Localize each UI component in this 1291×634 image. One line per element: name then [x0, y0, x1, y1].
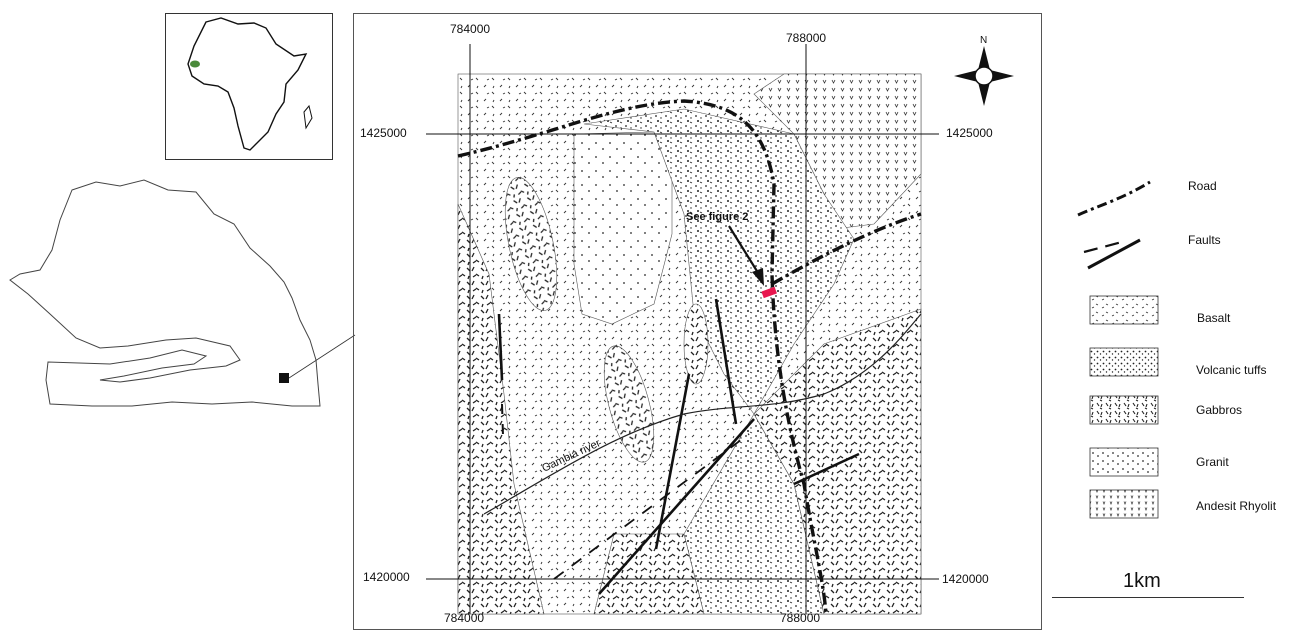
road-line	[457, 99, 828, 615]
senegal-outline	[9, 179, 356, 407]
legend-faults-symbol-dashed	[1083, 240, 1123, 254]
coord-y-right-2: 1420000	[942, 572, 989, 586]
coord-x-bottom-2: 788000	[780, 611, 821, 625]
fault-lines	[497, 298, 860, 595]
senegal-highlight-marker	[190, 60, 200, 68]
legend-gabbros-swatch	[1089, 395, 1159, 425]
legend-gabbros-label: Gabbros	[1196, 403, 1242, 417]
coord-y-left-1: 1425000	[360, 126, 407, 140]
legend-symbols: Road Faults Basalt Volcanic tuffs Gabbro…	[1077, 179, 1277, 519]
north-label: N	[980, 35, 987, 46]
gabbro-unit-left	[457, 203, 545, 615]
africa-inset	[165, 13, 333, 160]
geological-map-frame: See figure 2 Gambia river N	[353, 13, 1042, 630]
legend-andesit-rhyolit-swatch	[1089, 489, 1159, 519]
legend-faults-label: Faults	[1188, 233, 1221, 247]
study-area-marker	[279, 373, 289, 383]
coord-y-right-1: 1425000	[946, 126, 993, 140]
see-figure-arrow	[728, 225, 761, 277]
callout-line	[288, 334, 356, 379]
legend-basalt-label: Basalt	[1197, 311, 1231, 325]
gabbro-lens-2	[603, 345, 655, 463]
legend-road-label: Road	[1188, 179, 1217, 193]
gabbro-lens-3	[683, 303, 709, 385]
legend-road-symbol	[1077, 180, 1151, 217]
legend-granit-label: Granit	[1196, 455, 1229, 469]
coord-x-top-2: 788000	[786, 31, 827, 45]
coord-y-left-2: 1420000	[363, 570, 410, 584]
africa-outline	[187, 17, 313, 151]
road-branch	[771, 212, 922, 286]
legend-andesit-rhyolit-label: Andesit Rhyolit	[1196, 499, 1277, 513]
senegal-map	[0, 170, 360, 420]
gabbro-lens-1	[504, 177, 558, 311]
scale-label: 1km	[1123, 570, 1161, 592]
legend-volcanic-tuffs-label: Volcanic tuffs	[1196, 363, 1267, 377]
gambia-river	[483, 313, 922, 515]
coord-x-top-1: 784000	[450, 22, 491, 36]
geological-map: See figure 2 Gambia river N	[426, 35, 1014, 615]
legend-faults-symbol-solid	[1087, 238, 1141, 270]
north-arrow-icon: N	[954, 35, 1014, 106]
legend-basalt-swatch	[1089, 295, 1159, 325]
legend-volcanic-tuffs-swatch	[1089, 347, 1159, 377]
see-figure-arrowhead	[752, 268, 764, 286]
gabbro-unit-lower	[593, 533, 705, 615]
study-site-highlight	[761, 286, 777, 299]
legend: Road Faults Basalt Volcanic tuffs Gabbro…	[1060, 170, 1290, 550]
scale-bar	[1052, 597, 1244, 598]
see-figure-label: See figure 2	[686, 211, 748, 223]
legend-granit-swatch	[1089, 447, 1159, 477]
coord-x-bottom-1: 784000	[444, 611, 485, 625]
